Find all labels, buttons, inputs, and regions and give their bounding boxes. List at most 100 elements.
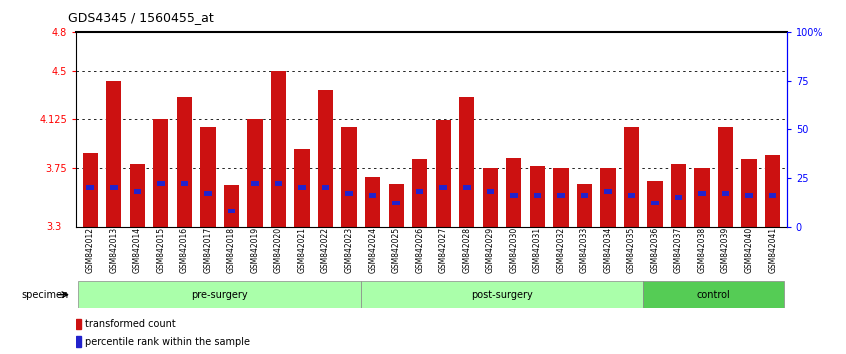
FancyBboxPatch shape xyxy=(79,281,361,308)
Text: GSM842017: GSM842017 xyxy=(203,227,212,273)
Bar xyxy=(201,127,216,227)
Text: post-surgery: post-surgery xyxy=(471,290,533,300)
Text: GSM842037: GSM842037 xyxy=(674,227,683,273)
Bar xyxy=(675,195,683,200)
Bar xyxy=(601,168,616,227)
Bar xyxy=(412,159,427,227)
Bar xyxy=(110,185,118,190)
Bar xyxy=(416,189,424,194)
Bar xyxy=(604,189,612,194)
Bar xyxy=(459,97,475,227)
Text: transformed count: transformed count xyxy=(85,319,176,329)
Text: percentile rank within the sample: percentile rank within the sample xyxy=(85,337,250,347)
Bar xyxy=(106,81,122,227)
Bar xyxy=(180,182,188,186)
Bar xyxy=(228,209,235,213)
Text: GSM842018: GSM842018 xyxy=(227,227,236,273)
Bar xyxy=(342,127,357,227)
Text: GSM842019: GSM842019 xyxy=(250,227,260,273)
Bar xyxy=(275,182,283,186)
Text: GSM842033: GSM842033 xyxy=(580,227,589,273)
Bar xyxy=(129,164,145,227)
Text: pre-surgery: pre-surgery xyxy=(191,290,248,300)
Bar xyxy=(718,127,733,227)
FancyBboxPatch shape xyxy=(643,281,784,308)
Bar xyxy=(436,120,451,227)
Text: GSM842020: GSM842020 xyxy=(274,227,283,273)
Bar xyxy=(83,153,98,227)
Text: GSM842036: GSM842036 xyxy=(651,227,660,273)
Text: GSM842027: GSM842027 xyxy=(439,227,448,273)
Text: specimen: specimen xyxy=(21,290,69,300)
Bar xyxy=(294,149,310,227)
Bar xyxy=(463,185,470,190)
Bar xyxy=(695,168,710,227)
Bar xyxy=(506,158,521,227)
Bar xyxy=(558,193,564,198)
Text: GSM842030: GSM842030 xyxy=(509,227,519,273)
Text: GSM842034: GSM842034 xyxy=(603,227,613,273)
Bar xyxy=(388,184,404,227)
Bar xyxy=(86,185,94,190)
Bar xyxy=(345,191,353,196)
Text: GSM842038: GSM842038 xyxy=(698,227,706,273)
Text: GSM842029: GSM842029 xyxy=(486,227,495,273)
Bar xyxy=(647,181,662,227)
Bar xyxy=(224,185,239,227)
Bar xyxy=(365,177,381,227)
Text: GSM842026: GSM842026 xyxy=(415,227,424,273)
Bar xyxy=(553,168,569,227)
Text: GSM842024: GSM842024 xyxy=(368,227,377,273)
Bar xyxy=(439,185,447,190)
Bar xyxy=(153,120,168,227)
Text: GDS4345 / 1560455_at: GDS4345 / 1560455_at xyxy=(68,11,213,24)
Text: GSM842013: GSM842013 xyxy=(109,227,118,273)
Text: GSM842032: GSM842032 xyxy=(557,227,565,273)
Bar xyxy=(318,90,333,227)
Bar xyxy=(299,185,305,190)
Bar xyxy=(534,193,541,198)
Text: control: control xyxy=(697,290,731,300)
Bar xyxy=(369,193,376,198)
Bar xyxy=(76,336,81,347)
Bar xyxy=(628,193,635,198)
Bar xyxy=(321,185,329,190)
Bar xyxy=(671,164,686,227)
Bar xyxy=(722,191,729,196)
Bar xyxy=(745,193,753,198)
Bar xyxy=(741,159,757,227)
Text: GSM842028: GSM842028 xyxy=(462,227,471,273)
Bar xyxy=(624,127,639,227)
Text: GSM842035: GSM842035 xyxy=(627,227,636,273)
Text: GSM842015: GSM842015 xyxy=(157,227,165,273)
Bar xyxy=(765,155,780,227)
Bar xyxy=(651,201,659,205)
Text: GSM842014: GSM842014 xyxy=(133,227,142,273)
Bar xyxy=(698,191,706,196)
Text: GSM842041: GSM842041 xyxy=(768,227,777,273)
Bar xyxy=(247,120,262,227)
Text: GSM842016: GSM842016 xyxy=(180,227,189,273)
Text: 3.3: 3.3 xyxy=(47,222,62,232)
Text: GSM842023: GSM842023 xyxy=(344,227,354,273)
Text: GSM842012: GSM842012 xyxy=(85,227,95,273)
Bar xyxy=(510,193,518,198)
Bar xyxy=(482,168,498,227)
Bar xyxy=(486,189,494,194)
Bar xyxy=(769,193,777,198)
Text: GSM842022: GSM842022 xyxy=(321,227,330,273)
Bar xyxy=(204,191,212,196)
Text: GSM842021: GSM842021 xyxy=(298,227,306,273)
Text: GSM842025: GSM842025 xyxy=(392,227,401,273)
Bar xyxy=(76,319,81,329)
Bar xyxy=(577,184,592,227)
Bar xyxy=(271,71,286,227)
Bar xyxy=(393,201,400,205)
Bar xyxy=(157,182,165,186)
Text: GSM842040: GSM842040 xyxy=(744,227,754,273)
Bar xyxy=(530,166,545,227)
Bar xyxy=(177,97,192,227)
Bar xyxy=(251,182,259,186)
Text: GSM842031: GSM842031 xyxy=(533,227,541,273)
FancyBboxPatch shape xyxy=(361,281,643,308)
